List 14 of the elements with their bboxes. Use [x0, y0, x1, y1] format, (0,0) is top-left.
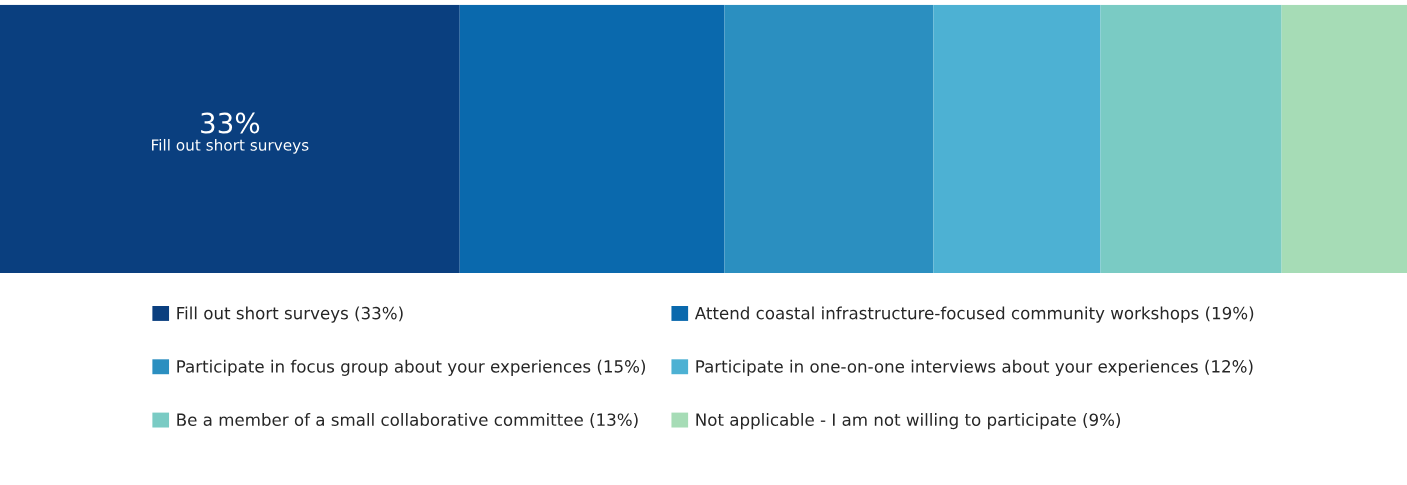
bar: [724, 4, 934, 274]
legend-label: Participate in focus group about your experiences (15%): [177, 359, 646, 376]
bar: [1100, 4, 1282, 274]
legend-label: Participate in one-on-one interviews about your experiences (12%): [696, 359, 1253, 376]
legend-label: Not applicable - I am not willing to participate (9%): [696, 413, 1121, 430]
legend-label: Fill out short surveys (33%): [177, 306, 403, 323]
bar: [933, 4, 1101, 274]
bar: [0, 4, 460, 274]
data-label: 33%: [201, 112, 260, 134]
legend-label: Attend coastal infrastructure-focused community workshops (19%): [694, 306, 1254, 323]
legend-label: Be a member of a small collaborative committee (13%): [177, 413, 638, 428]
bar: [1281, 4, 1407, 274]
bar: [459, 4, 725, 274]
annotation: Fill out short surveys: [152, 138, 309, 154]
